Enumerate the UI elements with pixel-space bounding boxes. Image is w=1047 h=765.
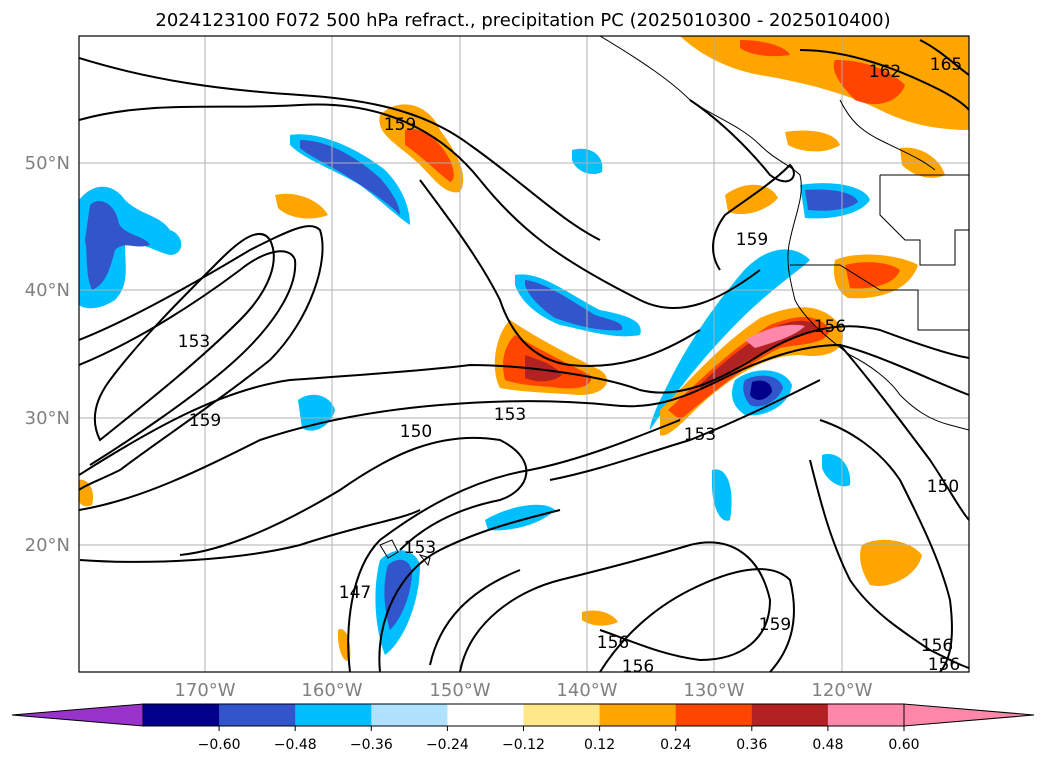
blue-region	[485, 504, 555, 531]
orange-region	[337, 629, 351, 661]
colorbar-bin	[827, 704, 905, 726]
lat-label: 20°N	[25, 535, 70, 556]
blue-dark-region	[300, 140, 400, 215]
red-region	[405, 129, 454, 182]
contour-label: 153	[404, 538, 436, 558]
orange-region	[725, 184, 778, 215]
colorbar-tick-label: 0.12	[584, 737, 615, 753]
colorbar-tick-label: 0.36	[736, 737, 767, 753]
darkred-region	[700, 320, 818, 390]
colorbar-bin	[751, 704, 829, 726]
colorbar: −0.60 −0.48 −0.36 −0.24 −0.12 0.12 0.24 0.36 0.4…	[11, 703, 1035, 753]
contour-label: 159	[759, 615, 791, 635]
contour-label: 162	[869, 62, 901, 82]
contour-label: 156	[814, 317, 846, 337]
colorbar-bins	[143, 704, 905, 726]
lon-label: 130°W	[683, 680, 744, 701]
orange-region	[860, 539, 922, 586]
lat-label: 50°N	[25, 153, 70, 174]
colorbar-bin	[599, 704, 677, 726]
red-region	[740, 40, 790, 57]
height-contours	[79, 39, 969, 672]
blue-region	[822, 454, 851, 487]
colorbar-bin	[295, 704, 372, 726]
colorbar-tick-label: 0.60	[888, 737, 919, 753]
red-region	[833, 60, 905, 105]
contour-label: 153	[684, 425, 716, 445]
map-panel: 159 153 159 150 153 159 156 153 153 147 …	[25, 35, 970, 701]
lon-label: 140°W	[556, 680, 617, 701]
contour-label: 159	[384, 115, 416, 135]
contour-label: 159	[189, 411, 221, 431]
blue-region	[650, 249, 810, 430]
colorbar-over-triangle	[903, 703, 1035, 727]
contour-label: 147	[339, 583, 371, 603]
pink-region	[745, 324, 805, 348]
colorbar-tick-label: 0.48	[812, 737, 843, 753]
darkred-region	[525, 355, 562, 382]
contour-label: 156	[928, 655, 960, 675]
colorbar-bin	[523, 704, 601, 726]
contour-label: 153	[494, 405, 526, 425]
orange-region	[275, 193, 328, 219]
lat-label: 40°N	[25, 280, 70, 301]
orange-region	[582, 610, 618, 626]
blue-dark-region	[525, 280, 623, 331]
orange-region	[785, 130, 840, 152]
colorbar-tick-label: −0.24	[426, 737, 469, 753]
colorbar-bin	[675, 704, 753, 726]
graticule	[79, 36, 969, 672]
contour-label: 156	[921, 636, 953, 656]
lat-label: 30°N	[25, 408, 70, 429]
contour-label: 150	[400, 422, 432, 442]
latitude-labels: 50°N 40°N 30°N 20°N	[25, 153, 70, 556]
contour-label: 156	[597, 633, 629, 653]
orange-region	[680, 36, 969, 130]
orange-region	[79, 479, 94, 507]
contour-label: 159	[736, 230, 768, 250]
map-frame	[78, 35, 970, 673]
blue-dark-region	[85, 200, 150, 290]
red-region	[668, 316, 830, 420]
blue-dark-region	[384, 559, 412, 630]
precip-shading	[79, 36, 969, 661]
colorbar-bin	[371, 704, 448, 726]
contour-labels: 159 153 159 150 153 159 156 153 153 147 …	[178, 55, 962, 677]
contour-label: 156	[622, 657, 654, 677]
longitude-labels: 170°W 160°W 150°W 140°W 130°W 120°W	[174, 680, 872, 701]
contour-label: 150	[927, 477, 959, 497]
colorbar-bin	[447, 704, 524, 726]
figure-title: 2024123100 F072 500 hPa refract., precip…	[155, 10, 890, 31]
contour-label: 165	[930, 55, 962, 75]
colorbar-tick-label: 0.24	[660, 737, 691, 753]
colorbar-tick-label: −0.48	[274, 737, 317, 753]
lon-label: 170°W	[174, 680, 235, 701]
colorbar-tick-label: −0.60	[198, 737, 241, 753]
colorbar-under-triangle	[11, 703, 144, 727]
lon-label: 150°W	[429, 680, 490, 701]
colorbar-tick-label: −0.12	[502, 737, 545, 753]
colorbar-tick-label: −0.36	[350, 737, 393, 753]
lon-label: 120°W	[811, 680, 872, 701]
red-region	[845, 262, 900, 289]
contour-label: 153	[178, 332, 210, 352]
blue-region	[712, 469, 732, 521]
colorbar-bin	[143, 704, 220, 726]
lon-label: 160°W	[301, 680, 362, 701]
navy-region	[750, 380, 772, 400]
blue-dark-region	[805, 189, 858, 211]
colorbar-ticks: −0.60 −0.48 −0.36 −0.24 −0.12 0.12 0.24 0.36 0.4…	[198, 726, 920, 753]
colorbar-bin	[219, 704, 296, 726]
